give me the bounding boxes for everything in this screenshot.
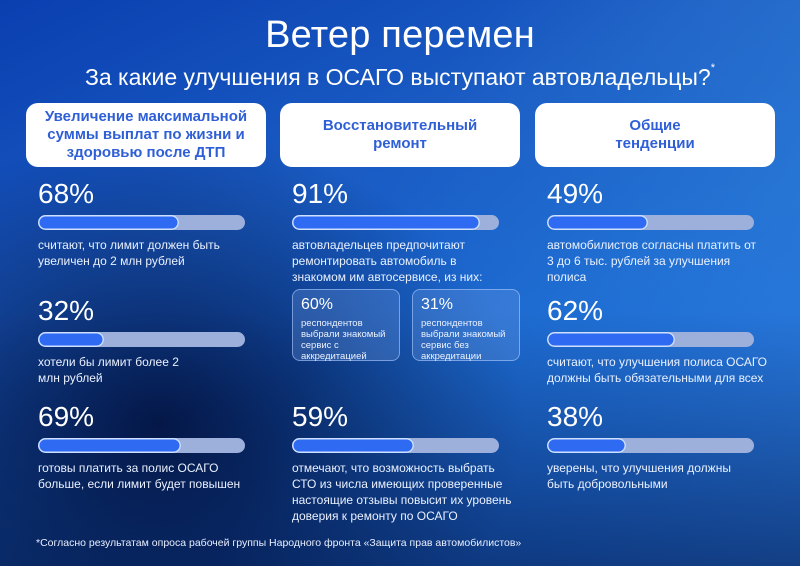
subcard-percent: 31% <box>421 296 454 313</box>
stat-description: автовладельцев предпочитают ремонтироват… <box>292 238 483 284</box>
stat-item: 68% считают, что лимит должен быть увели… <box>38 179 258 269</box>
subtitle-text: За какие улучшения в ОСАГО выступают авт… <box>84 64 711 90</box>
stat-percent: 32% <box>38 295 95 326</box>
progress-bar <box>547 438 754 453</box>
stat-item: 49% автомобилистов согласны платить от 3… <box>547 179 767 285</box>
stat-description: автомобилистов согласны платить от 3 до … <box>547 238 757 284</box>
progress-bar-fill <box>547 438 626 453</box>
progress-bar-fill <box>38 332 105 347</box>
stat-description: хотели бы лимит более 2 млн рублей <box>38 355 179 385</box>
progress-bar-fill <box>38 438 181 453</box>
column-general-trends: Общие тенденции 49% автомобилистов согла… <box>535 103 775 491</box>
progress-bar <box>38 215 245 230</box>
sub-breakdown: 60% респондентов выбрали знакомый сервис… <box>292 289 520 362</box>
column-payout-limit: Увеличение максимальной суммы выплат по … <box>26 103 266 491</box>
stat-percent: 69% <box>38 401 95 432</box>
progress-bar-fill <box>547 215 649 230</box>
progress-bar <box>38 438 245 453</box>
subcard-without-accreditation: 31% респондентов выбрали знакомый сервис… <box>412 289 520 362</box>
subcard-percent: 60% <box>301 296 334 313</box>
stat-percent: 38% <box>547 401 604 432</box>
stat-percent: 59% <box>292 401 349 432</box>
subcard-with-accreditation: 60% респондентов выбрали знакомый сервис… <box>292 289 400 362</box>
column-heading: Общие тенденции <box>535 103 775 167</box>
progress-bar <box>547 332 754 347</box>
footnote-mark: * <box>710 62 715 74</box>
stat-description: считают, что лимит должен быть увеличен … <box>38 238 220 268</box>
stat-item: 32% хотели бы лимит более 2 млн рублей <box>38 296 258 386</box>
stat-item: 38% уверены, что улучшения должны быть д… <box>547 402 767 492</box>
stat-item: 91% автовладельцев предпочитают ремонтир… <box>292 179 512 285</box>
stat-description: считают, что улучшения полиса ОСАГО долж… <box>547 355 768 385</box>
stat-description: отмечают, что возможность выбрать СТО из… <box>292 461 512 523</box>
progress-bar <box>38 332 245 347</box>
footnote: *Согласно результатам опроса рабочей гру… <box>36 537 522 549</box>
stat-item: 62% считают, что улучшения полиса ОСАГО … <box>547 296 767 386</box>
page-title: Ветер перемен <box>265 14 535 56</box>
progress-bar <box>547 215 754 230</box>
stat-percent: 49% <box>547 178 604 209</box>
progress-bar-fill <box>292 215 481 230</box>
stat-percent: 91% <box>292 178 349 209</box>
stat-percent: 68% <box>38 178 95 209</box>
stat-item: 69% готовы платить за полис ОСАГО больше… <box>38 402 258 492</box>
subcard-description: респондентов выбрали знакомый сервис без… <box>421 318 506 362</box>
stat-description: готовы платить за полис ОСАГО больше, ес… <box>38 461 241 491</box>
progress-bar <box>292 215 499 230</box>
progress-bar-fill <box>292 438 415 453</box>
stat-percent: 62% <box>547 295 604 326</box>
progress-bar-fill <box>38 215 179 230</box>
column-heading: Восстановительный ремонт <box>280 103 520 167</box>
page-subtitle: За какие улучшения в ОСАГО выступают авт… <box>0 62 800 91</box>
column-heading: Увеличение максимальной суммы выплат по … <box>26 103 266 167</box>
column-restorative-repair: Восстановительный ремонт 91% автовладель… <box>280 103 520 523</box>
progress-bar <box>292 438 499 453</box>
stat-description: уверены, что улучшения должны быть добро… <box>547 461 731 491</box>
subcard-description: респондентов выбрали знакомый сервис с а… <box>301 318 386 362</box>
stat-item: 59% отмечают, что возможность выбрать СТ… <box>292 402 512 524</box>
progress-bar-fill <box>547 332 676 347</box>
